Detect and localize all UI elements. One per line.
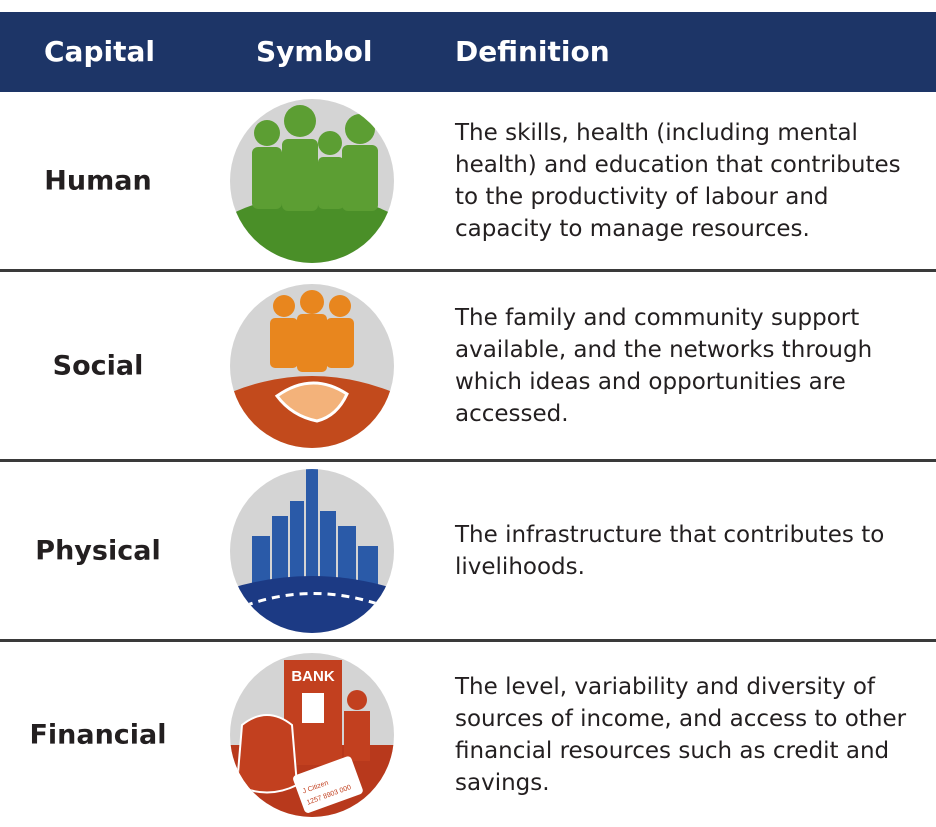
social-icon [230, 283, 394, 448]
header-cell: Definition [455, 35, 610, 68]
human-icon [230, 98, 394, 263]
capital-cell: Physical [35, 535, 161, 566]
definition-cell: The infrastructure that contributes to l… [455, 521, 885, 580]
header-cell: Symbol [256, 35, 373, 68]
header-cell: Capital [44, 35, 155, 68]
capital-cell: Human [44, 165, 152, 196]
definition-cell: The family and community support availab… [455, 304, 873, 427]
table-header: Capital Symbol Definition [0, 12, 936, 92]
table-row: Physical The infrastructure that contrib… [0, 462, 936, 642]
capital-cell: Financial [29, 719, 167, 750]
definition-cell: The skills, health (including mental hea… [455, 119, 901, 242]
physical-icon [230, 468, 394, 633]
definition-cell: The level, variability and diversity of … [455, 673, 907, 796]
table-row: Financial BANK J Citizen 1257 8903 000 T… [0, 642, 936, 827]
financial-icon: BANK J Citizen 1257 8903 000 [230, 652, 394, 817]
capital-cell: Social [52, 350, 144, 381]
table-row: Human The skills, health (including ment… [0, 92, 936, 272]
bank-label: BANK [291, 668, 334, 685]
table-row: Social The family and community support … [0, 272, 936, 462]
